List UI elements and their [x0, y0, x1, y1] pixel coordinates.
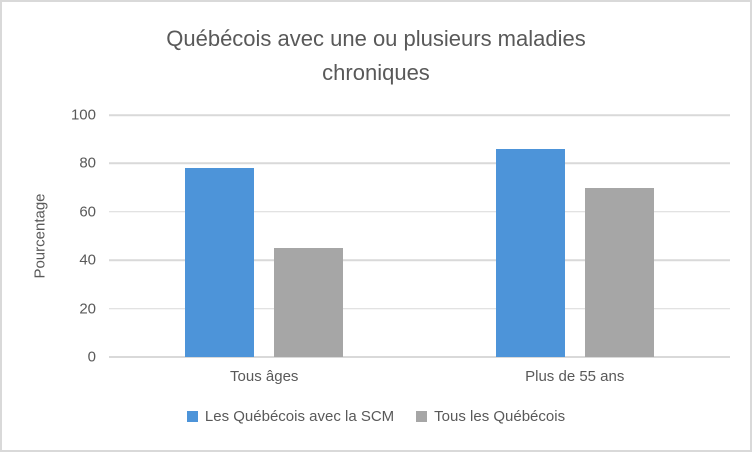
chart-title-line-2: chroniques	[322, 60, 430, 85]
y-tick-40: 40	[79, 251, 96, 269]
legend-swatch-tous-quebecois-icon	[416, 411, 428, 422]
legend-label-tous-quebecois: Tous les Québécois	[434, 408, 566, 425]
gridline-60	[109, 211, 730, 213]
legend-swatch-scm-icon	[186, 411, 198, 422]
gridline-20	[109, 307, 730, 310]
bar-scm-plus-de-55-ans	[495, 148, 565, 357]
gridline-40	[109, 259, 730, 261]
gridline-80	[109, 162, 730, 165]
gridline-100	[109, 114, 730, 116]
x-label-plus-de-55-ans: Plus de 55 ans	[525, 368, 625, 385]
y-tick-100: 100	[70, 106, 96, 124]
legend-label-scm: Les Québécois avec la SCM	[204, 408, 395, 425]
chart-title: Québécois avec une ou plusieurs maladies…	[2, 22, 750, 90]
x-label-tous-ages: Tous âges	[230, 368, 299, 385]
x-axis-line	[109, 356, 730, 358]
legend-item-tous-quebecois: Tous les Québécois	[416, 408, 565, 425]
legend: Les Québécois avec la SCM Tous les Québé…	[2, 408, 750, 425]
y-axis-tick-labels: 100 80 60 40 20 0	[2, 107, 96, 366]
bar-group-tous-ages	[109, 115, 420, 357]
chart-title-line-1: Québécois avec une ou plusieurs maladies	[166, 26, 586, 51]
bar-tous-quebecois-plus-de-55-ans	[584, 187, 654, 357]
y-tick-0: 0	[87, 348, 96, 366]
plot-area	[109, 114, 730, 358]
bar-tous-quebecois-tous-ages	[274, 248, 344, 357]
x-axis-category-labels: Tous âges Plus de 55 ans	[109, 368, 730, 385]
y-tick-20: 20	[79, 300, 96, 318]
legend-item-scm: Les Québécois avec la SCM	[186, 408, 395, 425]
y-tick-80: 80	[79, 154, 96, 172]
bar-group-plus-de-55-ans	[420, 115, 731, 357]
bars-layer	[109, 115, 730, 357]
y-tick-60: 60	[79, 203, 96, 221]
bar-scm-tous-ages	[185, 168, 255, 357]
